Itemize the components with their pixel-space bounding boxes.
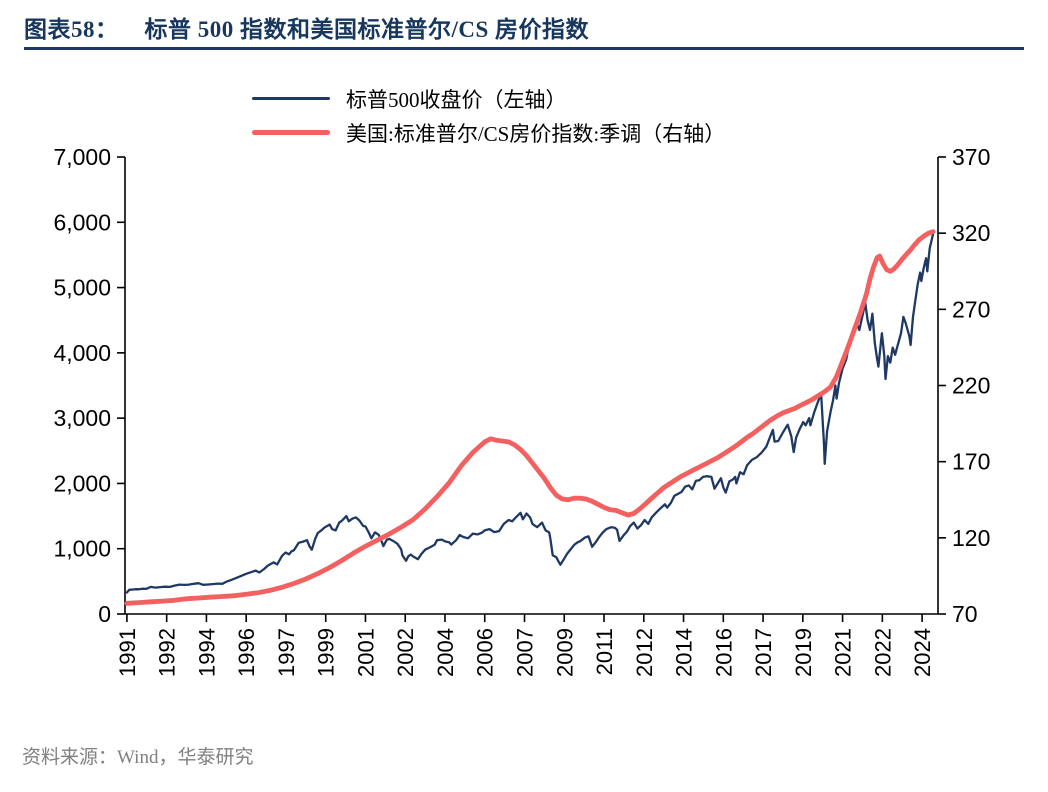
- figure-header: 图表58： 标普 500 指数和美国标准普尔/CS 房价指数: [24, 10, 589, 44]
- title-underline: [24, 47, 1024, 50]
- svg-text:2024: 2024: [910, 628, 935, 677]
- svg-text:1999: 1999: [314, 628, 339, 677]
- svg-text:2,000: 2,000: [53, 470, 111, 496]
- svg-text:2007: 2007: [513, 628, 538, 677]
- legend-item-sp500: 标普500收盘价（左轴）: [252, 84, 725, 113]
- legend-item-case-shiller: 美国:标准普尔/CS房价指数:季调（右轴）: [252, 118, 725, 147]
- svg-text:370: 370: [952, 144, 990, 170]
- svg-text:2017: 2017: [751, 628, 776, 677]
- case-shiller-legend-label: 美国:标准普尔/CS房价指数:季调（右轴）: [346, 121, 726, 146]
- svg-text:220: 220: [952, 373, 990, 399]
- svg-text:120: 120: [952, 525, 990, 551]
- svg-text:170: 170: [952, 449, 990, 475]
- svg-text:6,000: 6,000: [53, 209, 111, 235]
- figure-title: 标普 500 指数和美国标准普尔/CS 房价指数: [144, 17, 590, 42]
- svg-text:270: 270: [952, 296, 990, 322]
- sp500-legend-label: 标普500收盘价（左轴）: [346, 87, 567, 112]
- svg-text:5,000: 5,000: [53, 275, 111, 301]
- svg-text:1997: 1997: [274, 628, 299, 677]
- svg-text:2021: 2021: [831, 628, 856, 677]
- svg-text:2009: 2009: [552, 628, 577, 677]
- svg-text:1996: 1996: [234, 628, 259, 677]
- svg-text:1992: 1992: [155, 628, 180, 677]
- figure-number: 图表58：: [24, 17, 119, 42]
- source-line: 资料来源：Wind，华泰研究: [22, 747, 254, 768]
- chart-legend: 标普500收盘价（左轴） 美国:标准普尔/CS房价指数:季调（右轴）: [252, 84, 725, 147]
- svg-text:2002: 2002: [393, 628, 418, 677]
- svg-text:2011: 2011: [592, 628, 617, 675]
- svg-text:1994: 1994: [194, 628, 219, 677]
- svg-text:2014: 2014: [672, 628, 697, 677]
- svg-text:4,000: 4,000: [53, 340, 111, 366]
- svg-text:0: 0: [98, 601, 111, 627]
- case-shiller-line-swatch: [252, 130, 330, 135]
- svg-text:7,000: 7,000: [53, 144, 111, 170]
- svg-text:70: 70: [952, 601, 978, 627]
- dual-axis-line-chart: 0 1,000 2,000 3,000 4,000 5,000 6,000 7,000 70 12…: [53, 144, 990, 677]
- svg-text:2012: 2012: [632, 628, 657, 677]
- svg-text:2019: 2019: [791, 628, 816, 677]
- svg-text:320: 320: [952, 220, 990, 246]
- svg-text:1,000: 1,000: [53, 536, 111, 562]
- svg-text:2004: 2004: [433, 628, 458, 677]
- svg-text:2001: 2001: [353, 628, 378, 677]
- svg-text:2022: 2022: [870, 628, 895, 677]
- sp500-line-swatch: [252, 97, 330, 100]
- svg-text:2006: 2006: [473, 628, 498, 677]
- svg-text:2016: 2016: [711, 628, 736, 677]
- svg-text:3,000: 3,000: [53, 405, 111, 431]
- svg-text:1991: 1991: [115, 628, 140, 677]
